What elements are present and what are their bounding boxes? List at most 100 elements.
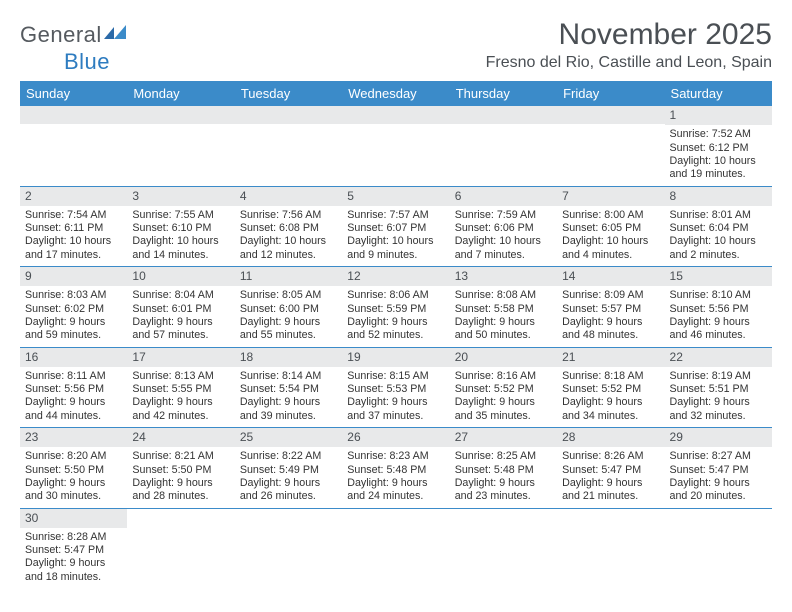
day-number: 20 (450, 348, 557, 367)
daylight-text: Daylight: 9 hours and 59 minutes. (25, 316, 122, 343)
day-details: Sunrise: 8:21 AMSunset: 5:50 PMDaylight:… (127, 447, 234, 508)
sunset-text: Sunset: 6:01 PM (132, 303, 229, 316)
day-cell: 29Sunrise: 8:27 AMSunset: 5:47 PMDayligh… (665, 428, 772, 508)
day-number (557, 509, 664, 527)
sunrise-text: Sunrise: 8:15 AM (347, 370, 444, 383)
daylight-text: Daylight: 9 hours and 50 minutes. (455, 316, 552, 343)
day-number: 7 (557, 187, 664, 206)
day-details: Sunrise: 7:56 AMSunset: 6:08 PMDaylight:… (235, 206, 342, 267)
day-number: 13 (450, 267, 557, 286)
daylight-text: Daylight: 10 hours and 17 minutes. (25, 235, 122, 262)
day-cell: 9Sunrise: 8:03 AMSunset: 6:02 PMDaylight… (20, 267, 127, 347)
daylight-text: Daylight: 9 hours and 37 minutes. (347, 396, 444, 423)
day-number (235, 509, 342, 527)
empty-day-cell (127, 106, 234, 186)
calendar-grid: SundayMondayTuesdayWednesdayThursdayFrid… (20, 81, 772, 588)
sunrise-text: Sunrise: 7:56 AM (240, 209, 337, 222)
day-number (450, 106, 557, 124)
sunrise-text: Sunrise: 8:22 AM (240, 450, 337, 463)
sunrise-text: Sunrise: 8:08 AM (455, 289, 552, 302)
day-cell: 18Sunrise: 8:14 AMSunset: 5:54 PMDayligh… (235, 348, 342, 428)
sunrise-text: Sunrise: 8:13 AM (132, 370, 229, 383)
week-row: 16Sunrise: 8:11 AMSunset: 5:56 PMDayligh… (20, 348, 772, 429)
daylight-text: Daylight: 9 hours and 24 minutes. (347, 477, 444, 504)
sunrise-text: Sunrise: 8:11 AM (25, 370, 122, 383)
sunset-text: Sunset: 6:00 PM (240, 303, 337, 316)
daylight-text: Daylight: 10 hours and 19 minutes. (670, 155, 767, 182)
day-number: 21 (557, 348, 664, 367)
daylight-text: Daylight: 9 hours and 21 minutes. (562, 477, 659, 504)
sunset-text: Sunset: 5:53 PM (347, 383, 444, 396)
empty-day-cell (235, 106, 342, 186)
day-number: 29 (665, 428, 772, 447)
daylight-text: Daylight: 9 hours and 52 minutes. (347, 316, 444, 343)
sunset-text: Sunset: 6:02 PM (25, 303, 122, 316)
sunset-text: Sunset: 5:52 PM (455, 383, 552, 396)
day-details: Sunrise: 8:14 AMSunset: 5:54 PMDaylight:… (235, 367, 342, 428)
week-row: 2Sunrise: 7:54 AMSunset: 6:11 PMDaylight… (20, 187, 772, 268)
day-cell: 23Sunrise: 8:20 AMSunset: 5:50 PMDayligh… (20, 428, 127, 508)
sunset-text: Sunset: 5:50 PM (25, 464, 122, 477)
daylight-text: Daylight: 10 hours and 4 minutes. (562, 235, 659, 262)
day-number: 6 (450, 187, 557, 206)
day-number (450, 509, 557, 527)
day-cell: 30Sunrise: 8:28 AMSunset: 5:47 PMDayligh… (20, 509, 127, 589)
empty-day-cell (557, 509, 664, 589)
sunset-text: Sunset: 5:47 PM (670, 464, 767, 477)
day-cell: 2Sunrise: 7:54 AMSunset: 6:11 PMDaylight… (20, 187, 127, 267)
day-details: Sunrise: 7:54 AMSunset: 6:11 PMDaylight:… (20, 206, 127, 267)
day-number: 2 (20, 187, 127, 206)
day-details: Sunrise: 7:57 AMSunset: 6:07 PMDaylight:… (342, 206, 449, 267)
day-cell: 19Sunrise: 8:15 AMSunset: 5:53 PMDayligh… (342, 348, 449, 428)
empty-day-cell (342, 106, 449, 186)
day-number: 8 (665, 187, 772, 206)
day-cell: 1Sunrise: 7:52 AMSunset: 6:12 PMDaylight… (665, 106, 772, 186)
day-details: Sunrise: 8:11 AMSunset: 5:56 PMDaylight:… (20, 367, 127, 428)
sunset-text: Sunset: 5:50 PM (132, 464, 229, 477)
sunrise-text: Sunrise: 8:25 AM (455, 450, 552, 463)
daylight-text: Daylight: 9 hours and 55 minutes. (240, 316, 337, 343)
sunrise-text: Sunrise: 8:09 AM (562, 289, 659, 302)
day-number: 11 (235, 267, 342, 286)
daylight-text: Daylight: 9 hours and 57 minutes. (132, 316, 229, 343)
week-row: 30Sunrise: 8:28 AMSunset: 5:47 PMDayligh… (20, 509, 772, 589)
sunrise-text: Sunrise: 8:23 AM (347, 450, 444, 463)
day-cell: 20Sunrise: 8:16 AMSunset: 5:52 PMDayligh… (450, 348, 557, 428)
day-cell: 24Sunrise: 8:21 AMSunset: 5:50 PMDayligh… (127, 428, 234, 508)
day-details: Sunrise: 8:09 AMSunset: 5:57 PMDaylight:… (557, 286, 664, 347)
day-cell: 16Sunrise: 8:11 AMSunset: 5:56 PMDayligh… (20, 348, 127, 428)
day-number: 12 (342, 267, 449, 286)
day-number: 26 (342, 428, 449, 447)
daylight-text: Daylight: 9 hours and 44 minutes. (25, 396, 122, 423)
day-details: Sunrise: 8:25 AMSunset: 5:48 PMDaylight:… (450, 447, 557, 508)
daylight-text: Daylight: 10 hours and 9 minutes. (347, 235, 444, 262)
sunrise-text: Sunrise: 7:55 AM (132, 209, 229, 222)
empty-day-cell (20, 106, 127, 186)
daylight-text: Daylight: 10 hours and 12 minutes. (240, 235, 337, 262)
day-number: 14 (557, 267, 664, 286)
sunrise-text: Sunrise: 8:27 AM (670, 450, 767, 463)
day-number (342, 509, 449, 527)
day-details: Sunrise: 8:22 AMSunset: 5:49 PMDaylight:… (235, 447, 342, 508)
brand-logo: GeneralBlue (20, 18, 132, 75)
day-cell: 8Sunrise: 8:01 AMSunset: 6:04 PMDaylight… (665, 187, 772, 267)
day-number: 18 (235, 348, 342, 367)
day-details: Sunrise: 7:52 AMSunset: 6:12 PMDaylight:… (665, 125, 772, 186)
day-number: 15 (665, 267, 772, 286)
empty-day-cell (235, 509, 342, 589)
day-cell: 5Sunrise: 7:57 AMSunset: 6:07 PMDaylight… (342, 187, 449, 267)
day-number: 23 (20, 428, 127, 447)
day-number: 16 (20, 348, 127, 367)
daylight-text: Daylight: 9 hours and 23 minutes. (455, 477, 552, 504)
day-cell: 21Sunrise: 8:18 AMSunset: 5:52 PMDayligh… (557, 348, 664, 428)
day-cell: 3Sunrise: 7:55 AMSunset: 6:10 PMDaylight… (127, 187, 234, 267)
sunrise-text: Sunrise: 8:20 AM (25, 450, 122, 463)
daylight-text: Daylight: 9 hours and 48 minutes. (562, 316, 659, 343)
sunrise-text: Sunrise: 7:52 AM (670, 128, 767, 141)
day-number: 1 (665, 106, 772, 125)
sunset-text: Sunset: 5:56 PM (670, 303, 767, 316)
day-cell: 10Sunrise: 8:04 AMSunset: 6:01 PMDayligh… (127, 267, 234, 347)
sunset-text: Sunset: 6:05 PM (562, 222, 659, 235)
sunset-text: Sunset: 6:08 PM (240, 222, 337, 235)
sunset-text: Sunset: 6:04 PM (670, 222, 767, 235)
